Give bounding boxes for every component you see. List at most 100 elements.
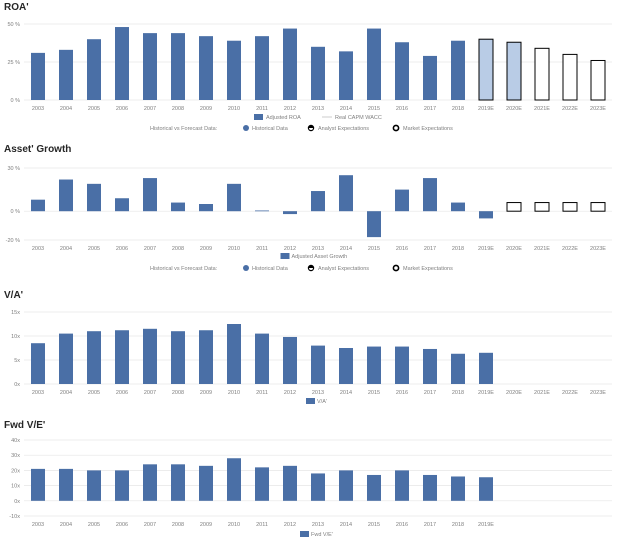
bar-2005 (87, 470, 101, 501)
legend-label-roa: Adjusted ROA (266, 115, 301, 121)
x-tick-label: 2018 (452, 106, 464, 112)
x-tick-label: 2011 (256, 390, 268, 396)
bar-2012 (283, 465, 297, 501)
bar-2013 (311, 191, 325, 212)
x-tick-label: 2010 (228, 522, 240, 528)
bar-2015 (367, 211, 381, 238)
bar-2014 (339, 175, 353, 212)
forecast-legend-title: Historical vs Forecast Data: (150, 126, 218, 132)
bar-2013 (311, 345, 325, 384)
y-tick-label: 5x (14, 358, 20, 364)
y-tick-label: 25 % (7, 60, 20, 66)
bar-2007 (143, 328, 157, 384)
bar-2019E (479, 477, 493, 501)
x-tick-label: 2005 (88, 522, 100, 528)
x-tick-label: 2012 (284, 522, 296, 528)
bar-2010 (227, 324, 241, 384)
x-tick-label: 2003 (32, 246, 44, 252)
x-tick-label: 2015 (368, 246, 380, 252)
x-tick-label: 2018 (452, 246, 464, 252)
x-tick-label: 2016 (396, 106, 408, 112)
x-tick-label: 2004 (60, 246, 72, 252)
x-tick-label: 2022E (562, 106, 578, 112)
x-tick-label: 2007 (144, 522, 156, 528)
bar-2017 (423, 55, 437, 100)
forecast-legend-title: Historical vs Forecast Data: (150, 266, 218, 272)
x-tick-label: 2016 (396, 522, 408, 528)
bar-2017 (423, 178, 437, 212)
x-tick-label: 2017 (424, 246, 436, 252)
fwd-ve-chart: -10x 0x 10x 20x 30x 40x 2003 2004 2005 2006 2007 20… (9, 438, 612, 538)
x-tick-label: 2020E (506, 390, 522, 396)
bar-2022E (562, 202, 578, 212)
bar-2015 (367, 28, 381, 101)
x-tick-label: 2010 (228, 246, 240, 252)
bar-2003 (31, 52, 45, 100)
x-tick-label: 2014 (340, 246, 352, 252)
historical-dot-icon (243, 265, 249, 271)
x-tick-label: 2004 (60, 106, 72, 112)
x-tick-label: 2006 (116, 106, 128, 112)
x-tick-label: 2023E (590, 246, 606, 252)
forecast-legend-historical: Historical Data (252, 126, 289, 132)
bar-2005 (87, 39, 101, 100)
bar-2018 (451, 353, 465, 384)
x-tick-label: 2006 (116, 246, 128, 252)
x-tick-label: 2014 (340, 522, 352, 528)
bar-2022E (562, 53, 578, 101)
forecast-legend-analyst: Analyst Expectations (318, 266, 369, 272)
x-tick-label: 2016 (396, 390, 408, 396)
roa-title: ROA' (4, 2, 29, 13)
x-tick-label: 2008 (172, 106, 184, 112)
x-tick-label: 2017 (424, 106, 436, 112)
y-tick-label: 0 % (11, 98, 21, 104)
asset-growth-chart: -20 % 0 % 30 % 2003 2004 2005 2006 2007 2008 2009… (6, 166, 612, 272)
historical-dot-icon (243, 125, 249, 131)
x-tick-label: 2003 (32, 390, 44, 396)
x-tick-label: 2019E (478, 106, 494, 112)
bar-2006 (115, 27, 129, 100)
bar-2004 (59, 179, 73, 212)
bar-2005 (87, 183, 101, 212)
x-tick-label: 2003 (32, 522, 44, 528)
x-tick-label: 2005 (88, 390, 100, 396)
bar-2008 (171, 202, 185, 212)
y-tick-label: 0 % (11, 209, 21, 215)
x-tick-label: 2020E (506, 246, 522, 252)
bar-2016 (395, 346, 409, 384)
bar-2004 (59, 49, 73, 100)
bar-2014 (339, 348, 353, 384)
x-tick-label: 2009 (200, 522, 212, 528)
bar-2019E (478, 38, 494, 101)
va-chart: 0x 5x 10x 15x 2003 2004 2005 2006 2007 2008 2009 20… (11, 310, 612, 405)
x-tick-label: 2017 (424, 390, 436, 396)
bar-2009 (199, 204, 213, 212)
x-tick-label: 2013 (312, 522, 324, 528)
bar-2015 (367, 474, 381, 501)
x-tick-label: 2008 (172, 390, 184, 396)
y-tick-label: 0x (14, 499, 20, 505)
bar-2007 (143, 33, 157, 100)
market-circle-icon (392, 124, 400, 132)
legend-label-wacc: Real CAPM WACC (335, 115, 382, 121)
x-tick-label: 2020E (506, 106, 522, 112)
forecast-legend-market: Market Expectations (403, 266, 453, 272)
bar-2014 (339, 470, 353, 501)
bar-2023E (590, 59, 606, 101)
bar-2009 (199, 36, 213, 100)
legend-label: Adjusted Asset Growth (292, 254, 348, 260)
bar-2018 (451, 40, 465, 100)
x-tick-label: 2007 (144, 246, 156, 252)
y-tick-label: 50 % (7, 22, 20, 28)
bar-2011 (255, 333, 269, 384)
x-tick-label: 2023E (590, 390, 606, 396)
x-tick-label: 2003 (32, 106, 44, 112)
bar-2011 (255, 36, 269, 100)
x-tick-label: 2019E (478, 390, 494, 396)
forecast-legend-historical: Historical Data (252, 266, 289, 272)
bar-2019E (479, 211, 493, 219)
legend-label: V/A' (317, 399, 327, 405)
bar-2003 (31, 199, 45, 212)
bar-2023E (590, 202, 606, 212)
bar-2016 (395, 189, 409, 212)
